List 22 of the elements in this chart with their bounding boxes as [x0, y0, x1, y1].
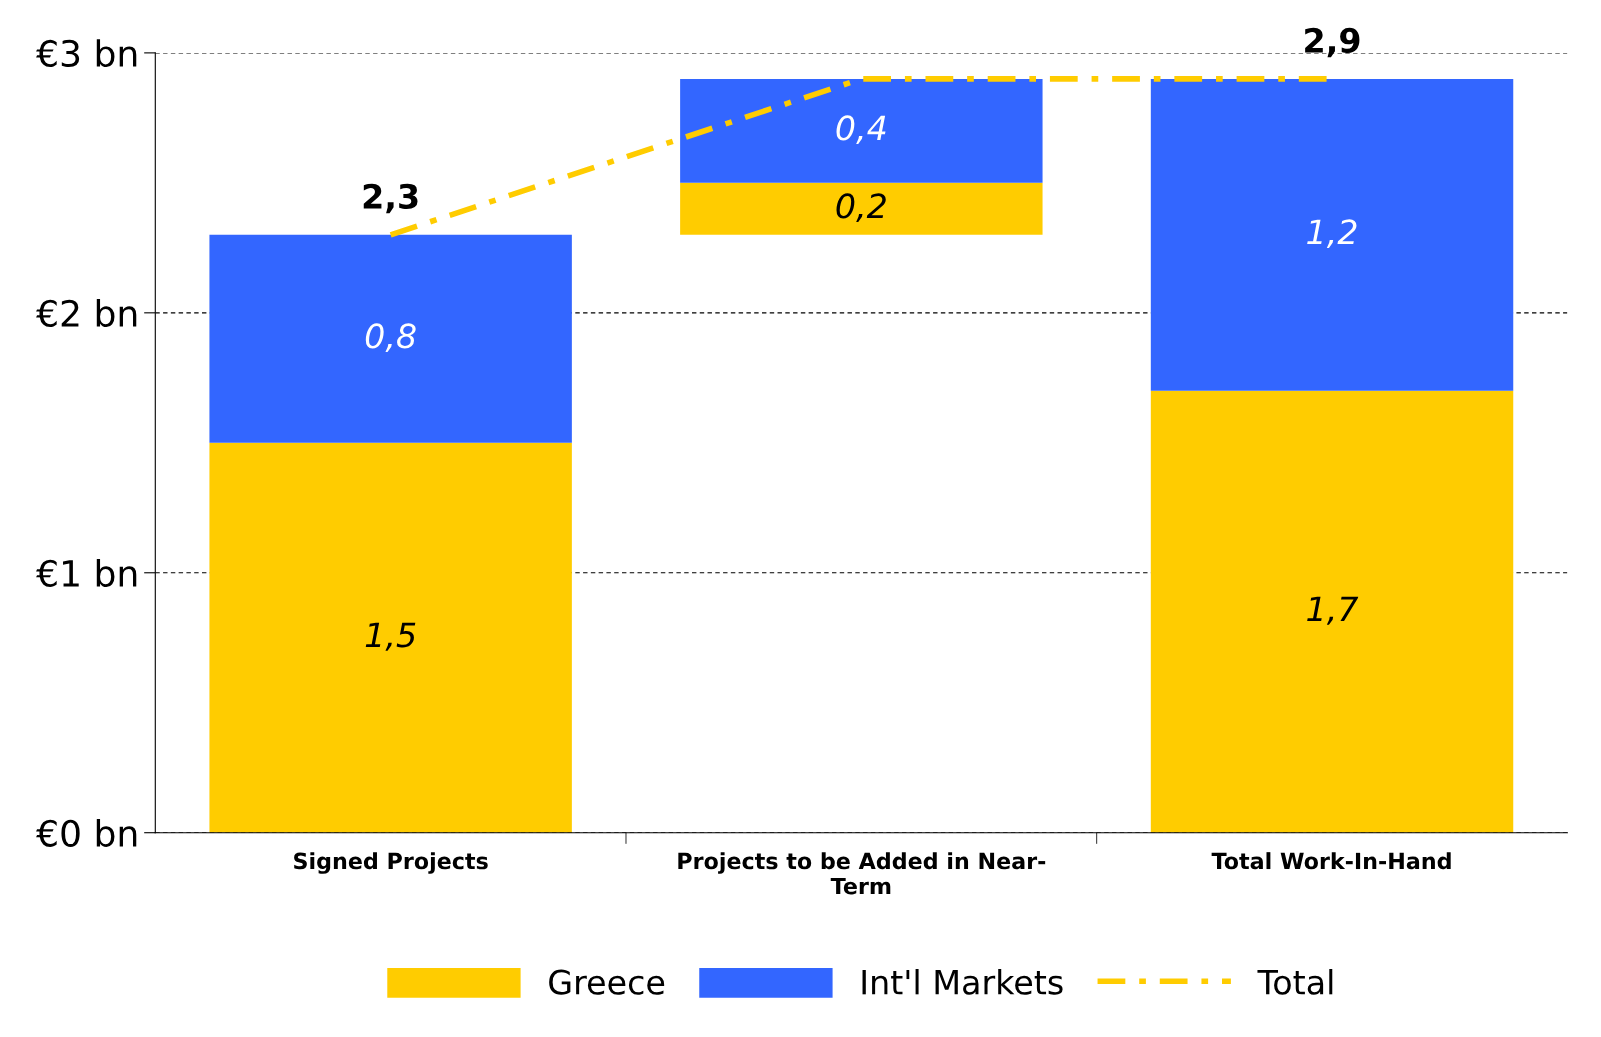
legend-label: Int'l Markets: [862, 968, 1063, 995]
bar: [209, 442, 572, 833]
y-tick-label: €1 bn: [36, 559, 137, 587]
bar: [680, 78, 1043, 183]
data-label: 2,3: [363, 183, 418, 214]
x-tick-label: Projects to be Added in Near- Term: [678, 852, 1046, 895]
data-label: 1,7: [1307, 596, 1359, 625]
legend-label: Total: [1257, 968, 1333, 995]
data-label: 0,2: [836, 193, 886, 222]
data-label: 0,8: [365, 323, 416, 352]
data-label: 1,2: [1307, 219, 1357, 248]
data-label: 1,5: [365, 622, 416, 651]
x-tick-label: Signed Projects: [294, 852, 488, 874]
x-tick-label: Total Work-In-Hand: [1211, 852, 1451, 870]
bar: [680, 182, 1043, 235]
legend-label: Greece: [549, 969, 665, 995]
y-tick-label: €0 bn: [36, 818, 137, 847]
bar: [1150, 390, 1514, 833]
data-label: 0,4: [836, 115, 886, 144]
data-label: 2,9: [1305, 27, 1360, 58]
y-tick-label: €2 bn: [36, 299, 137, 328]
y-tick-label: €3 bn: [36, 39, 137, 68]
